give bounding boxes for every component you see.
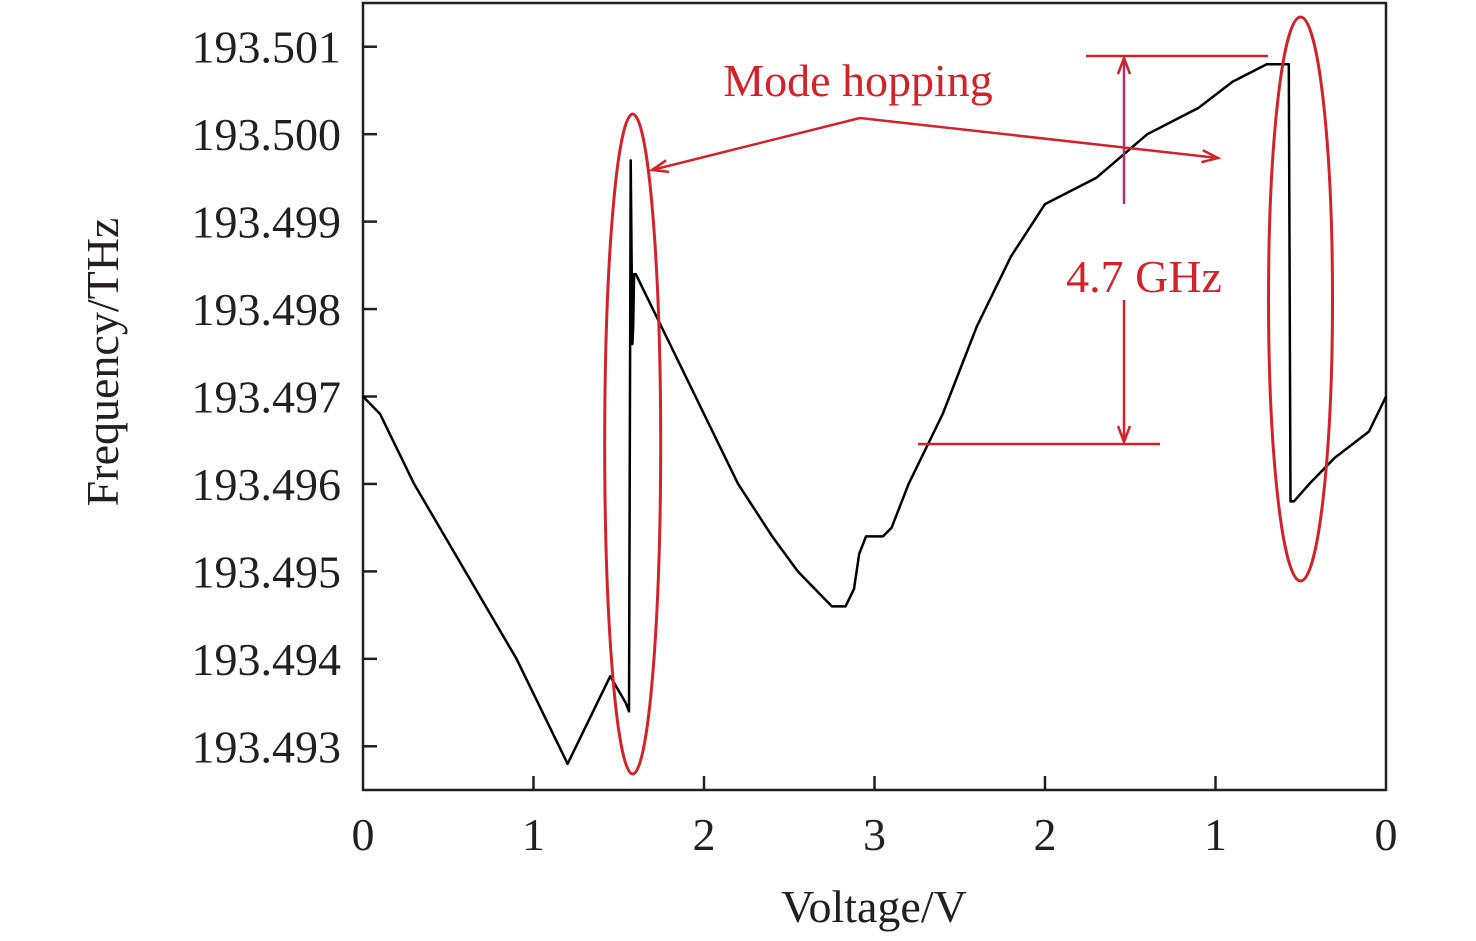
series-layer — [362, 62, 1388, 766]
y-axis-title: Frequency/THz — [77, 218, 128, 507]
mode-hopping-label: Mode hopping — [723, 55, 993, 106]
arrowhead-right — [1201, 149, 1222, 164]
y-tick-label: 193.496 — [192, 459, 342, 510]
x-tick-label: 2 — [1034, 809, 1057, 860]
span-arrowhead-down — [1116, 425, 1132, 446]
annotation-layer: Mode hopping 4.7 GHz — [603, 15, 1335, 776]
y-tick-label: 193.493 — [192, 721, 342, 772]
y-tick-label: 193.495 — [192, 546, 342, 597]
arrowhead-left — [648, 159, 670, 174]
y-tick-label: 193.500 — [192, 109, 342, 160]
y-tick-label: 193.494 — [192, 634, 342, 685]
x-tick-label: 3 — [863, 809, 886, 860]
x-tick-label: 1 — [522, 809, 545, 860]
y-tick-label: 193.499 — [192, 197, 342, 248]
x-axis: 0 1 2 3 2 1 0 — [352, 776, 1398, 860]
x-tick-label: 1 — [1204, 809, 1227, 860]
span-arrowhead-up — [1116, 54, 1132, 75]
data-series-line — [362, 62, 1388, 766]
x-tick-label: 0 — [352, 809, 375, 860]
mode-hop-arrow-right — [859, 116, 1219, 160]
y-axis: 193.501 193.500 193.499 193.498 193.497 193.4… — [192, 22, 377, 772]
delta-frequency-label: 4.7 GHz — [1066, 251, 1222, 302]
mode-hop-arrow-left — [651, 116, 861, 172]
y-tick-label: 193.497 — [192, 372, 342, 423]
x-tick-label: 0 — [1375, 809, 1398, 860]
x-axis-title: Voltage/V — [781, 881, 967, 932]
mode-hop-ellipse-left — [603, 112, 663, 776]
mode-hop-ellipse-right — [1267, 15, 1335, 583]
y-tick-label: 193.498 — [192, 284, 342, 335]
y-tick-label: 193.501 — [192, 22, 342, 73]
x-tick-label: 2 — [693, 809, 716, 860]
